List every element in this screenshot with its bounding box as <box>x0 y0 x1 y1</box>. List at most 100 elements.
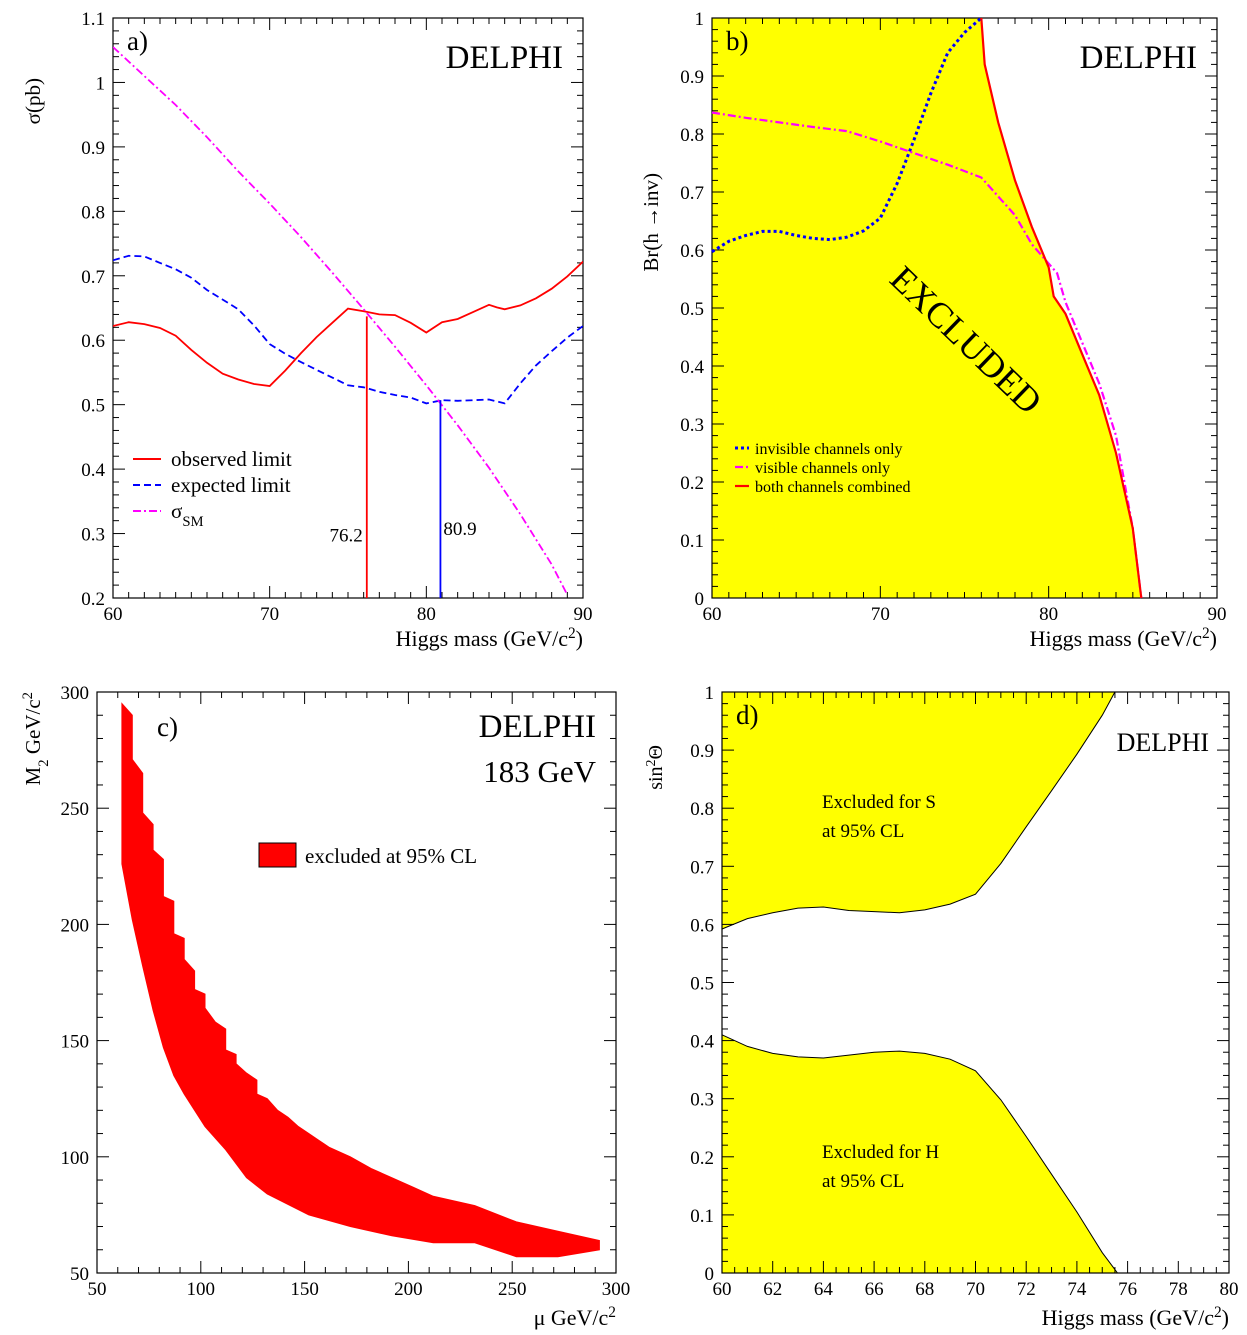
x-tick-label: 76 <box>1118 1279 1137 1300</box>
y-tick-label: 0.8 <box>680 125 704 146</box>
chart-title: DELPHI <box>479 709 596 745</box>
y-tick-label: 1.1 <box>81 9 105 30</box>
y-tick-label: 0.4 <box>690 1032 714 1053</box>
region-label: at 95% CL <box>822 1171 904 1192</box>
y-tick-label: 0 <box>705 1264 715 1285</box>
x-tick-label: 64 <box>814 1279 834 1300</box>
series-line <box>113 260 583 387</box>
series-group <box>113 46 583 596</box>
y-axis-label-part: σ(pb) <box>21 78 45 124</box>
y-axis-label-part: M <box>21 766 45 785</box>
x-axis-label-part: ) <box>1210 626 1217 651</box>
y-tick-label: 100 <box>61 1148 90 1169</box>
x-tick-label: 66 <box>865 1279 884 1300</box>
y-tick-label: 0.2 <box>680 473 704 494</box>
x-tick-label: 80 <box>1039 604 1058 625</box>
chart-subtitle: 183 GeV <box>483 754 596 789</box>
y-tick-label: 0.8 <box>81 202 105 223</box>
excluded-region <box>121 702 600 1258</box>
boundary-line <box>721 1034 1118 1274</box>
x-tick-label: 80 <box>417 604 436 625</box>
y-tick-label: 0.6 <box>81 331 105 352</box>
x-tick-label: 60 <box>713 1279 732 1300</box>
x-tick-label: 250 <box>498 1279 527 1300</box>
y-axis-label: sin2Θ <box>644 745 668 790</box>
y-tick-label: 0.3 <box>680 415 704 436</box>
y-axis-label: Br(h →inv) <box>639 173 663 272</box>
legend-label: invisible channels only <box>755 441 903 458</box>
y-axis-label-part: Br(h →inv) <box>639 173 663 272</box>
x-axis-label-part: 2 <box>608 1304 616 1321</box>
x-tick-label: 50 <box>88 1279 107 1300</box>
x-tick-label: 150 <box>290 1279 319 1300</box>
y-tick-label: 0.5 <box>81 396 105 417</box>
x-axis-label-part: ) <box>576 626 583 651</box>
x-tick-label: 70 <box>871 604 890 625</box>
x-tick-label: 90 <box>574 604 593 625</box>
chart-title: DELPHI <box>1117 728 1209 757</box>
x-tick-label: 62 <box>763 1279 782 1300</box>
y-tick-label: 0 <box>695 589 705 610</box>
series-line <box>113 46 569 596</box>
chart-title: DELPHI <box>446 40 563 76</box>
y-axis-label: M2 GeV/c2 <box>20 692 52 785</box>
legend-label: excluded at 95% CL <box>305 844 477 868</box>
y-tick-label: 0.6 <box>690 915 714 936</box>
panel-d: 60 62 64 66 68 70 72 74 76 78 80 0 0.1 0.2 0.3 0.4 0.5 0.… <box>644 683 1239 1330</box>
limit-marker-label: 80.9 <box>443 519 476 540</box>
y-tick-label: 0.9 <box>81 138 105 159</box>
x-axis-label-part: μ GeV/c <box>534 1305 609 1330</box>
x-tick-label: 90 <box>1208 604 1227 625</box>
y-axis-label-part: 2 <box>20 692 36 699</box>
x-tick-label: 300 <box>602 1279 631 1300</box>
y-tick-label: 0.7 <box>690 857 714 878</box>
y-tick-label: 0.8 <box>690 799 714 820</box>
y-tick-label: 0.2 <box>81 589 105 610</box>
y-axis-label-part: GeV/c <box>21 699 45 759</box>
y-axis-label-part: 2 <box>644 759 659 766</box>
x-axis-label: Higgs mass (GeV/c2) <box>1030 625 1217 652</box>
series-line <box>113 254 583 405</box>
y-tick-label: 0.4 <box>680 357 704 378</box>
series-line <box>711 111 1143 599</box>
y-tick-label: 1 <box>96 73 106 94</box>
chart-title: DELPHI <box>1080 40 1197 76</box>
panel-label: b) <box>726 26 749 56</box>
y-tick-label: 0.2 <box>690 1148 714 1169</box>
x-tick-label: 78 <box>1169 1279 1188 1300</box>
legend-label: observed limit <box>171 447 292 471</box>
legend-label-part: σ <box>171 499 182 523</box>
panel-b: 60 70 80 90 0 0.1 0.2 0.3 0.4 0.5 0.6 0.7 0.8 0.9 1 b) D… <box>639 9 1227 651</box>
y-tick-label: 300 <box>61 683 90 704</box>
y-tick-label: 0.9 <box>690 741 714 762</box>
x-tick-label: 100 <box>187 1279 216 1300</box>
y-axis-label: σ(pb) <box>21 78 45 124</box>
x-tick-label: 74 <box>1067 1279 1087 1300</box>
region-label: Excluded for H <box>822 1142 939 1163</box>
x-axis-label-part: Higgs mass (GeV/c <box>396 626 569 651</box>
boundary-line <box>721 691 1116 930</box>
y-tick-label: 0.3 <box>690 1090 714 1111</box>
y-tick-label: 0.9 <box>680 67 704 88</box>
x-tick-label: 68 <box>915 1279 934 1300</box>
y-tick-label: 0.5 <box>690 974 714 995</box>
x-tick-label: 80 <box>1220 1279 1239 1300</box>
y-tick-label: 0.6 <box>680 241 704 262</box>
legend-swatch <box>258 842 297 868</box>
excluded-region-s <box>722 692 1115 929</box>
x-axis-label-part: 2 <box>1202 625 1210 642</box>
legend-label: both channels combined <box>755 479 911 496</box>
region-label: Excluded for S <box>822 792 936 813</box>
x-axis-label-part: 2 <box>1214 1304 1222 1321</box>
y-axis-label-part: sin <box>645 766 667 789</box>
y-tick-label: 250 <box>61 799 90 820</box>
y-tick-label: 0.5 <box>680 299 704 320</box>
y-tick-label: 0.1 <box>690 1206 714 1227</box>
legend-label: visible channels only <box>755 460 890 477</box>
x-axis-label: Higgs mass (GeV/c2) <box>396 625 583 652</box>
series-line <box>980 17 1143 599</box>
x-axis-label-part: ) <box>1222 1305 1229 1330</box>
panel-label: d) <box>736 700 759 730</box>
y-tick-label: 1 <box>695 9 705 30</box>
